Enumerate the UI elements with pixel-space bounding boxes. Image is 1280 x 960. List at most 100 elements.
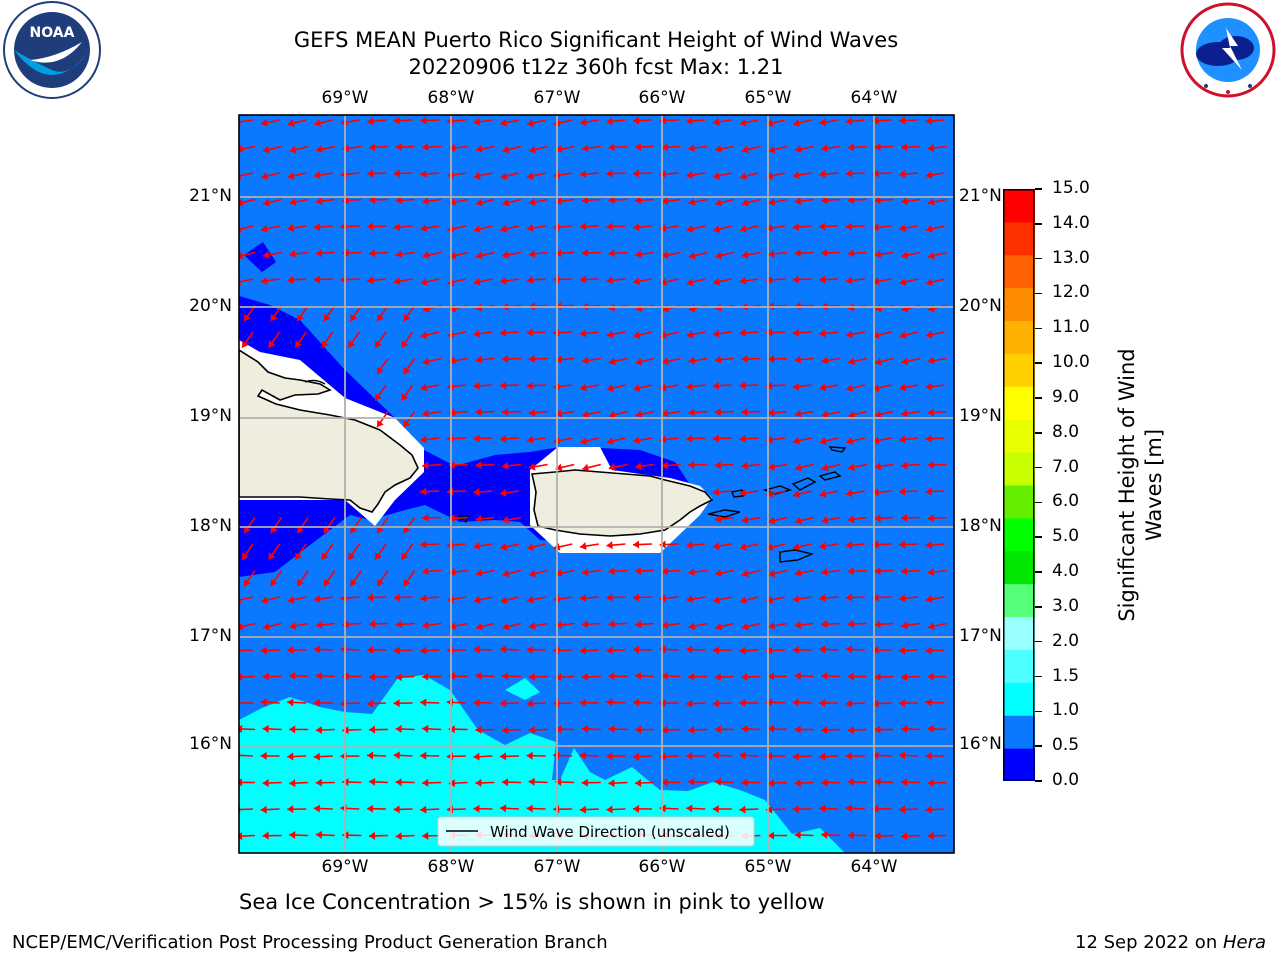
lat-label-right-17n: 17°N [959,626,1002,646]
wind-arrow-head [313,698,320,707]
wind-arrow-head [348,552,356,560]
wind-arrow-head [846,384,854,392]
wind-arrow-head [633,331,641,339]
wind-arrows [239,116,947,841]
wind-arrow-head [244,313,251,322]
wind-arrow-head [528,408,536,417]
map-frame [238,114,955,854]
wind-arrow-head [393,223,401,232]
wind-arrow-head [500,596,508,605]
wind-arrow-head [448,514,456,523]
footer-branch: NCEP/EMC/Verification Post Processing Pr… [12,932,608,953]
wind-arrow-head [688,672,695,681]
wind-arrow-head [792,171,800,180]
lon-label-bottom-64w: 64°W [850,857,898,877]
wind-arrow-head [848,463,855,472]
wind-arrow-head [500,224,508,233]
lat-label-left-20n: 20°N [189,296,232,316]
wind-arrow-head [872,593,879,602]
wind-arrow-head [686,330,694,339]
wind-arrow [239,596,254,601]
wind-arrow-head [766,805,773,814]
wind-arrow-head [661,197,669,206]
wind-arrow-head [475,725,482,734]
wind-arrow-head [819,222,826,231]
wind-arrow-head [925,646,932,655]
wind-arrow-head [606,384,614,392]
wind-arrow-head [420,805,427,814]
wind-arrow-head [794,145,802,153]
wind-arrow-head [527,171,534,180]
wind-arrow-head [315,620,323,629]
wind-arrow-head [289,249,296,258]
wind-arrow-head [239,832,243,841]
wind-arrow-head [367,276,374,285]
wind-arrow-head [473,329,481,338]
wind-arrow-head [393,593,400,602]
wind-arrow-head [927,198,935,206]
wind-arrow-head [792,752,799,761]
wind-arrow-head [635,620,642,629]
wind-arrow-head [792,805,799,814]
wind-arrow-head [845,541,853,550]
wind-arrow-head [526,804,533,813]
wind-arrow-head [555,620,562,629]
wind-arrow-head [901,461,908,470]
wind-arrow-head [420,487,427,496]
wind-arrow-head [686,382,693,391]
wind-arrow-head [819,383,827,392]
wind-arrow-head [580,542,587,551]
wind-arrow-head [369,777,376,786]
wind-arrow-head [766,646,773,655]
wind-arrow-head [714,725,721,734]
wind-arrow-head [422,621,429,630]
lon-label-top-69w: 69°W [321,88,369,108]
wind-arrow-head [713,277,720,286]
wind-arrow-head [420,594,427,603]
wind-arrow [239,808,254,811]
wind-arrow-head [874,566,881,575]
wind-arrow-head [395,250,403,259]
wind-arrow-head [526,224,534,232]
wind-arrow-head [289,831,296,840]
wind-arrow-head [686,699,693,708]
wind-arrow-head [500,118,508,127]
wind-arrow-head [847,777,854,786]
wind-arrow-head [606,646,613,655]
colorbar-tick-mark [1035,432,1042,434]
wind-arrow-head [739,646,746,655]
colorbar-segment [1003,452,1035,486]
wind-arrow-head [686,645,693,654]
wind-arrow-head [555,301,562,310]
wind-arrow-head [899,751,906,760]
wind-arrow-head [659,224,667,233]
wind-arrow-head [528,249,536,258]
wind-arrow-head [581,248,588,257]
wind-arrow-head [475,408,482,417]
wind-arrow-head [847,249,855,258]
wind-arrow-head [375,340,382,348]
wind-arrow-head [794,569,802,577]
wind-arrow-head [899,278,907,286]
colorbar-tick-label: 7.0 [1052,456,1080,477]
wind-arrow-head [606,169,613,178]
wind-arrow-head [608,779,615,788]
wind-arrow-head [872,436,880,445]
wind-arrow-head [925,541,932,550]
wind-arrow-head [741,408,748,417]
wind-arrow-head [502,250,509,259]
wind-arrow-head [872,223,879,232]
wind-arrow-head [928,251,935,260]
wind-arrow-head [635,250,642,259]
colorbar-segment [1003,550,1035,585]
wind-arrow-head [661,143,668,152]
wind-arrow-head [270,313,278,322]
wind-arrow-head [239,198,244,207]
wind-arrow-head [821,463,829,472]
colorbar-tick-mark [1035,606,1042,608]
wind-arrow-head [739,172,747,181]
wind-arrow-head [739,434,746,443]
wind-arrow-head [899,699,906,708]
wind-arrow-head [766,381,773,390]
wind-arrow-head [925,434,932,443]
